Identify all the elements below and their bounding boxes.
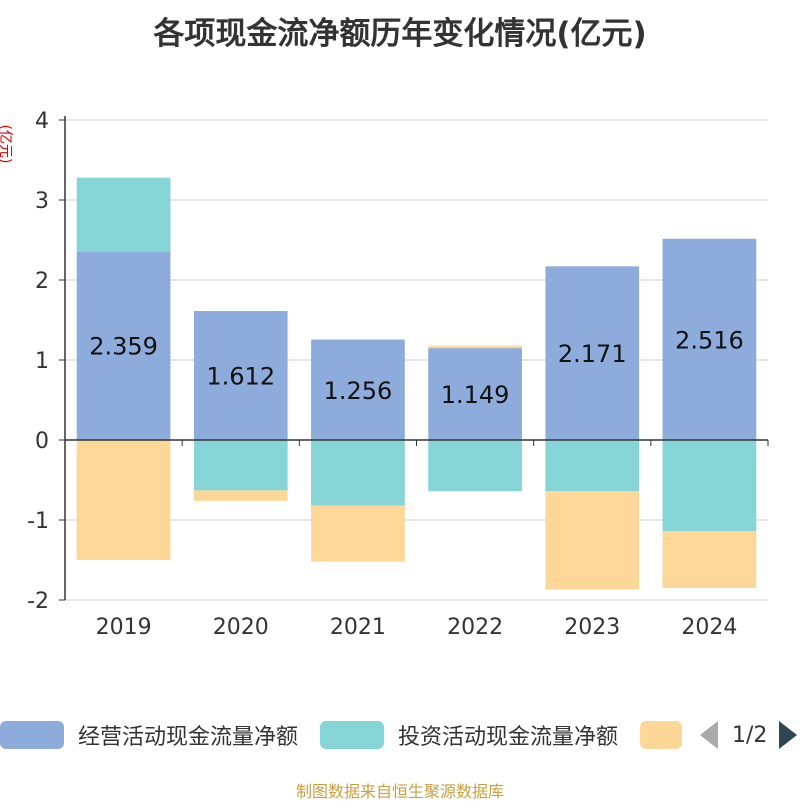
legend-label-operating: 经营活动现金流量净额 [78, 725, 299, 750]
bar-operating-2024 [662, 238, 757, 440]
pager-prev-icon[interactable] [700, 721, 718, 749]
legend: 经营活动现金流量净额 投资活动现金流量净额 [0, 716, 800, 754]
bar-financing-2023 [545, 491, 640, 590]
y-tick-label: -2 [27, 589, 49, 614]
pager-text: 1/2 [732, 722, 768, 748]
x-tick-label: 2020 [213, 615, 269, 640]
y-tick-label: 1 [35, 349, 49, 374]
x-tick-label: 2021 [330, 615, 386, 640]
bar-financing-2024 [662, 531, 757, 588]
x-tick-label: 2022 [447, 615, 503, 640]
y-tick-label: 3 [35, 189, 49, 214]
bar-investing-2021 [311, 440, 405, 506]
legend-item-financing[interactable] [640, 716, 682, 754]
bar-investing-2024 [662, 440, 757, 532]
bar-financing-2020 [193, 490, 288, 501]
bar-financing-2021 [311, 505, 405, 562]
x-tick-label: 2024 [681, 615, 737, 640]
y-tick-label: -1 [27, 509, 49, 534]
y-tick-label: 4 [35, 109, 49, 134]
legend-label-investing: 投资活动现金流量净额 [398, 725, 619, 750]
bar-operating-2019 [76, 251, 171, 440]
bar-operating-2021 [311, 339, 405, 440]
x-tick-label: 2019 [96, 615, 152, 640]
data-label: 2.359 [89, 333, 158, 361]
pager-next-icon[interactable] [779, 721, 798, 749]
bar-operating-2020 [193, 311, 288, 440]
bar-financing-2019 [76, 440, 171, 560]
x-tick-label: 2023 [564, 615, 620, 640]
data-label: 1.612 [206, 363, 275, 391]
bar-investing-2022 [428, 440, 522, 492]
data-label: 1.149 [441, 381, 510, 409]
data-source-note: 制图数据来自恒生聚源数据库 [295, 782, 504, 801]
data-label: 2.171 [558, 340, 627, 368]
bar-operating-2022 [428, 348, 522, 440]
y-tick-label: 2 [35, 269, 49, 294]
legend-item-operating[interactable]: 经营活动现金流量净额 [0, 716, 298, 754]
legend-swatch-operating [0, 721, 64, 749]
chart-title: 各项现金流净额历年变化情况(亿元) [153, 16, 647, 52]
bar-financing-2022 [428, 345, 522, 349]
bar-operating-2023 [545, 266, 640, 440]
bar-investing-2020 [193, 440, 288, 491]
legend-swatch-investing [320, 721, 384, 749]
legend-swatch-financing [640, 721, 682, 749]
legend-item-investing[interactable]: 投资活动现金流量净额 [320, 716, 618, 754]
data-label: 1.256 [324, 377, 393, 405]
bar-investing-2019 [76, 177, 171, 252]
legend-pager: 1/2 [700, 716, 798, 754]
bar-investing-2023 [545, 440, 640, 492]
y-tick-label: 0 [35, 429, 49, 454]
data-label: 2.516 [675, 326, 744, 354]
stacked-bar-chart: 4 3 2 1 0 -1 -2 2.359 2019 1.612 2020 1.256 2021 1.14… [27, 109, 769, 640]
